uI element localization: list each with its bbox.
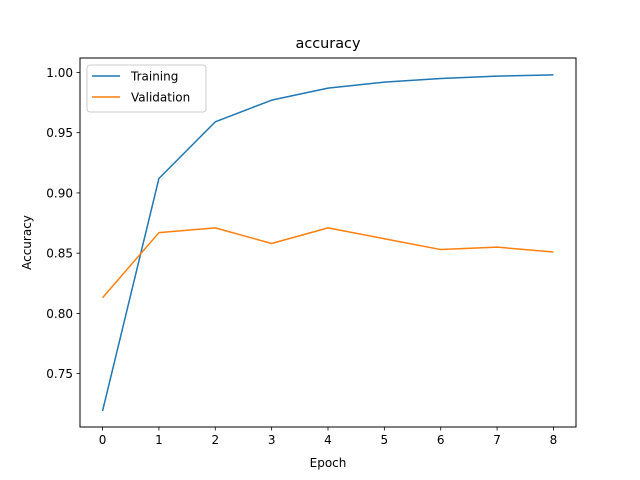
x-tick-label: 3 <box>268 433 276 447</box>
y-tick-label: 0.80 <box>46 307 73 321</box>
y-axis: 0.75 0.80 0.85 0.90 0.95 1.00 <box>46 66 80 381</box>
series-line-training <box>101 74 554 412</box>
y-tick-label: 0.95 <box>46 126 73 140</box>
x-tick-label: 2 <box>211 433 219 447</box>
series-line-validation <box>101 227 554 299</box>
series-layer <box>101 74 554 412</box>
x-tick-label: 6 <box>437 433 445 447</box>
legend: Training Validation <box>86 64 207 113</box>
chart-title: accuracy <box>296 36 361 52</box>
y-tick-label: 1.00 <box>46 66 73 80</box>
y-tick-label: 0.75 <box>46 367 73 381</box>
y-tick-label: 0.90 <box>46 186 73 200</box>
x-tick-label: 4 <box>324 433 332 447</box>
legend-label-training: Training <box>130 70 178 84</box>
legend-label-validation: Validation <box>131 91 190 105</box>
x-tick-label: 5 <box>381 433 389 447</box>
x-tick-label: 7 <box>493 433 501 447</box>
x-tick-label: 0 <box>99 433 107 447</box>
x-axis: 0 1 2 3 4 5 6 7 8 <box>99 427 558 447</box>
x-axis-label: Epoch <box>310 456 347 470</box>
y-tick-label: 0.85 <box>46 247 73 261</box>
y-axis-label: Accuracy <box>20 215 34 270</box>
x-tick-label: 1 <box>155 433 163 447</box>
x-tick-label: 8 <box>550 433 558 447</box>
